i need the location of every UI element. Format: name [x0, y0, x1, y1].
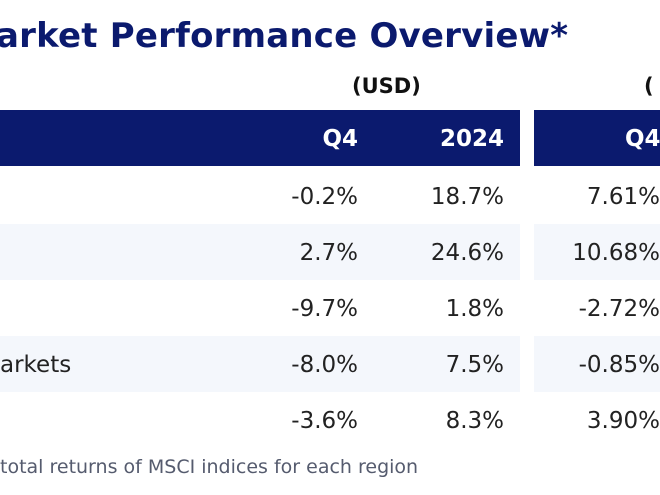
column-header-q4: Q4 [322, 126, 358, 152]
table-header-usd [0, 110, 520, 166]
cell-q4: -9.7% [291, 296, 358, 322]
footnote: total returns of MSCI indices for each r… [0, 456, 419, 478]
cell-q4-local: -0.85% [578, 352, 660, 378]
column-header-q4-local: Q4 [625, 126, 660, 152]
cell-q4: -8.0% [291, 352, 358, 378]
cell-2024: 24.6% [430, 240, 504, 266]
cell-q4-local: -2.72% [578, 296, 660, 322]
table-row: arkets -8.0% 7.5% -0.85% [0, 336, 660, 392]
column-header-2024: 2024 [439, 126, 504, 152]
row-label: arkets [0, 352, 72, 378]
cell-q4-local: 3.90% [586, 408, 660, 434]
cell-2024: 1.8% [445, 296, 504, 322]
cell-q4: -0.2% [291, 184, 358, 210]
cell-q4: 2.7% [299, 240, 358, 266]
currency-label-local: ( [644, 74, 654, 98]
cell-2024: 18.7% [430, 184, 504, 210]
cell-q4: -3.6% [291, 408, 358, 434]
table-row: -0.2% 18.7% 7.61% [0, 168, 660, 224]
currency-label-usd: (USD) [352, 74, 421, 98]
cell-2024: 8.3% [445, 408, 504, 434]
page-title: arket Performance Overview* [0, 16, 569, 56]
cell-2024: 7.5% [445, 352, 504, 378]
table-row: 2.7% 24.6% 10.68% [0, 224, 660, 280]
table-header-local [534, 110, 660, 166]
table-row: -9.7% 1.8% -2.72% [0, 280, 660, 336]
table-row: -3.6% 8.3% 3.90% [0, 392, 660, 448]
cell-q4-local: 10.68% [572, 240, 660, 266]
cell-q4-local: 7.61% [586, 184, 660, 210]
